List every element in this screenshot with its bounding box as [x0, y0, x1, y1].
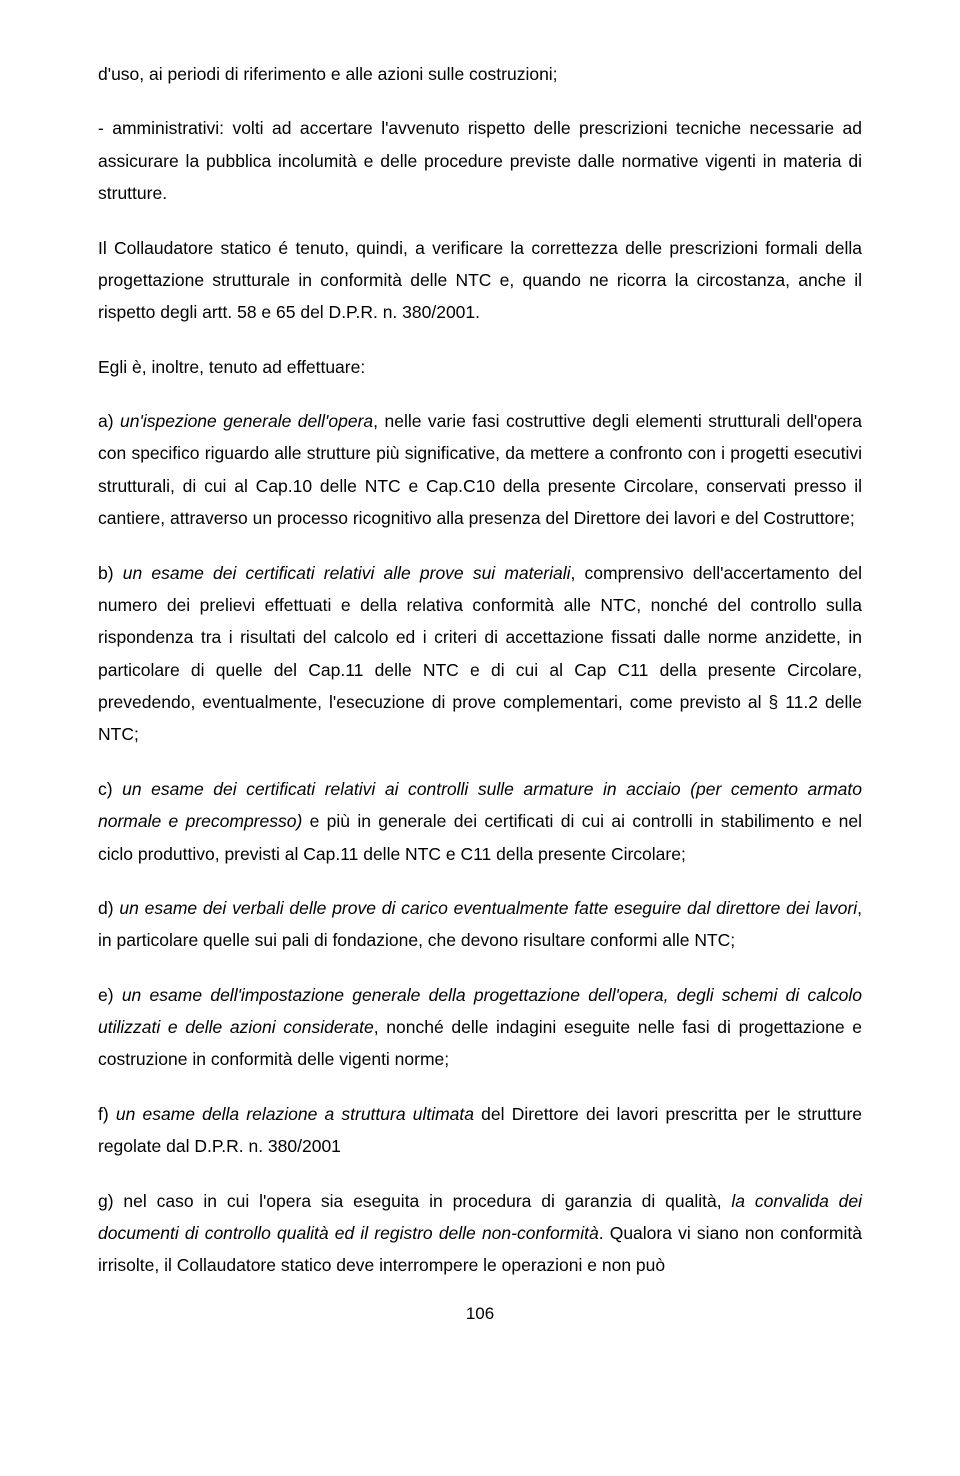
list-item-e: e) un esame dell'impostazione generale d…: [98, 979, 862, 1076]
label-f: f): [98, 1104, 116, 1124]
list-item-d-italic: un esame dei verbali delle prove di cari…: [119, 898, 857, 918]
list-item-f: f) un esame della relazione a struttura …: [98, 1098, 862, 1163]
list-item-g-start: g) nel caso in cui l'opera sia eseguita …: [98, 1191, 731, 1211]
list-item-a-italic: un'ispezione generale dell'opera: [120, 411, 373, 431]
list-item-c: c) un esame dei certificati relativi ai …: [98, 773, 862, 870]
label-e: e): [98, 985, 122, 1005]
list-item-g: g) nel caso in cui l'opera sia eseguita …: [98, 1185, 862, 1282]
list-item-b-italic: un esame dei certificati relativi alle p…: [123, 563, 571, 583]
paragraph-effettuare: Egli è, inoltre, tenuto ad effettuare:: [98, 351, 862, 383]
paragraph-collaudatore: Il Collaudatore statico é tenuto, quindi…: [98, 232, 862, 329]
label-d: d): [98, 898, 119, 918]
label-b: b): [98, 563, 123, 583]
list-item-a: a) un'ispezione generale dell'opera, nel…: [98, 405, 862, 535]
list-item-b-rest: , comprensivo dell'accertamento del nume…: [98, 563, 862, 745]
list-item-f-italic: un esame della relazione a struttura ult…: [116, 1104, 474, 1124]
list-item-b: b) un esame dei certificati relativi all…: [98, 557, 862, 751]
list-item-d: d) un esame dei verbali delle prove di c…: [98, 892, 862, 957]
label-a: a): [98, 411, 120, 431]
paragraph-intro-uso: d'uso, ai periodi di riferimento e alle …: [98, 58, 862, 90]
document-page: d'uso, ai periodi di riferimento e alle …: [0, 0, 960, 1364]
label-c: c): [98, 779, 122, 799]
paragraph-amministrativi: - amministrativi: volti ad accertare l'a…: [98, 112, 862, 209]
page-number: 106: [98, 1304, 862, 1324]
